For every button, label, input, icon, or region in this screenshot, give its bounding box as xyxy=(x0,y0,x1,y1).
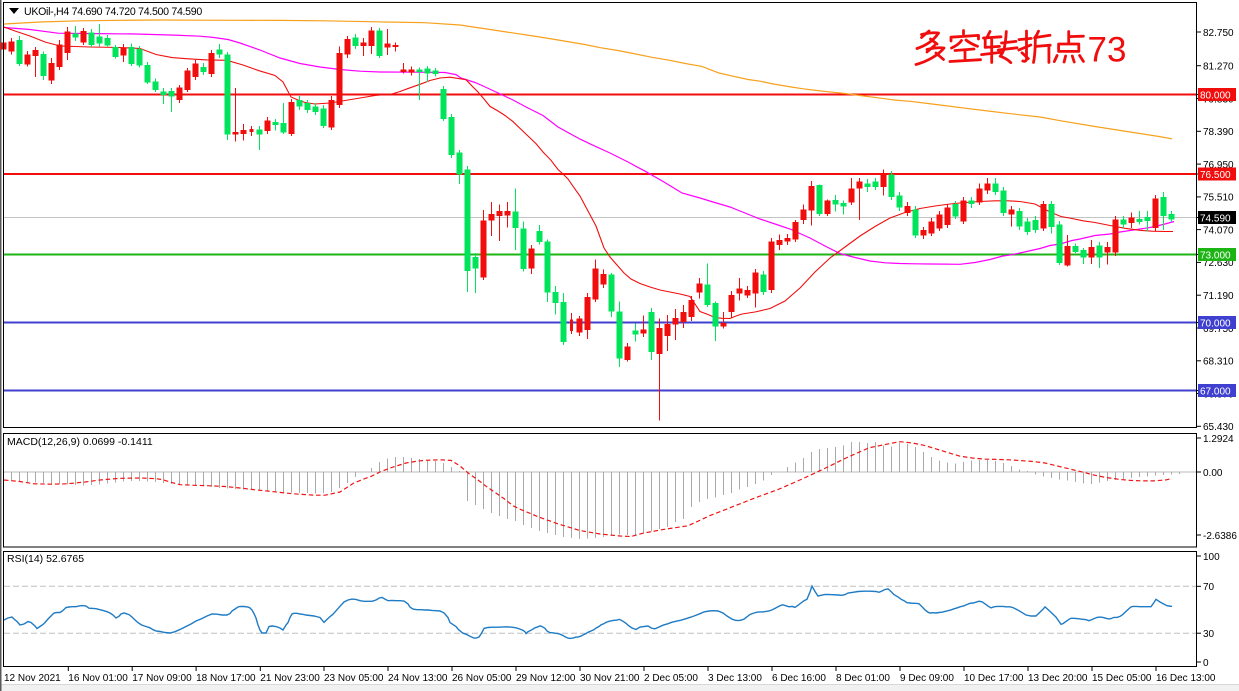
svg-text:9 Dec 09:00: 9 Dec 09:00 xyxy=(900,673,954,684)
svg-text:81.270: 81.270 xyxy=(1203,62,1234,73)
svg-text:29 Nov 12:00: 29 Nov 12:00 xyxy=(516,673,576,684)
svg-text:0.00: 0.00 xyxy=(1203,468,1223,479)
svg-text:70: 70 xyxy=(1203,582,1215,593)
svg-text:100: 100 xyxy=(1203,552,1220,563)
svg-text:3 Dec 13:00: 3 Dec 13:00 xyxy=(708,673,762,684)
svg-text:UKOil-,H4 74.690 74.720 74.50: UKOil-,H4 74.690 74.720 74.500 74.590 xyxy=(24,6,202,18)
svg-text:76.500: 76.500 xyxy=(1200,170,1231,181)
svg-text:73: 73 xyxy=(1088,31,1127,70)
svg-text:65.430: 65.430 xyxy=(1203,422,1234,433)
svg-text:-2.6386: -2.6386 xyxy=(1203,531,1237,542)
svg-text:70.000: 70.000 xyxy=(1200,318,1231,329)
svg-text:12 Nov 2021: 12 Nov 2021 xyxy=(4,673,61,684)
svg-text:16 Nov 01:00: 16 Nov 01:00 xyxy=(68,673,128,684)
svg-text:73.000: 73.000 xyxy=(1200,250,1231,261)
svg-text:10 Dec 17:00: 10 Dec 17:00 xyxy=(964,673,1024,684)
svg-text:24 Nov 13:00: 24 Nov 13:00 xyxy=(388,673,448,684)
svg-text:69.750: 69.750 xyxy=(1203,324,1234,335)
svg-text:MACD(12,26,9) 0.0699 -0.1411: MACD(12,26,9) 0.0699 -0.1411 xyxy=(7,436,153,448)
svg-text:23 Nov 05:00: 23 Nov 05:00 xyxy=(324,673,384,684)
svg-text:80.000: 80.000 xyxy=(1200,90,1231,101)
svg-text:68.310: 68.310 xyxy=(1203,357,1234,368)
svg-text:82.750: 82.750 xyxy=(1203,28,1234,39)
svg-text:72.630: 72.630 xyxy=(1203,258,1234,269)
svg-text:21 Nov 23:00: 21 Nov 23:00 xyxy=(260,673,320,684)
svg-text:74.590: 74.590 xyxy=(1200,213,1231,224)
svg-text:30 Nov 21:00: 30 Nov 21:00 xyxy=(580,673,640,684)
svg-text:2 Dec 05:00: 2 Dec 05:00 xyxy=(644,673,698,684)
svg-text:8 Dec 01:00: 8 Dec 01:00 xyxy=(836,673,890,684)
svg-text:15 Dec 05:00: 15 Dec 05:00 xyxy=(1092,673,1152,684)
svg-text:26 Nov 05:00: 26 Nov 05:00 xyxy=(452,673,512,684)
svg-text:67.000: 67.000 xyxy=(1200,386,1231,397)
svg-text:0: 0 xyxy=(1203,658,1209,669)
svg-text:30: 30 xyxy=(1203,629,1215,640)
svg-text:16 Dec 13:00: 16 Dec 13:00 xyxy=(1156,673,1216,684)
svg-text:13 Dec 20:00: 13 Dec 20:00 xyxy=(1028,673,1088,684)
svg-text:78.390: 78.390 xyxy=(1203,127,1234,138)
svg-text:18 Nov 17:00: 18 Nov 17:00 xyxy=(196,673,256,684)
svg-text:75.510: 75.510 xyxy=(1203,193,1234,204)
svg-text:71.190: 71.190 xyxy=(1203,291,1234,302)
svg-text:6 Dec 16:00: 6 Dec 16:00 xyxy=(772,673,826,684)
svg-text:1.2924: 1.2924 xyxy=(1203,434,1234,445)
svg-text:74.070: 74.070 xyxy=(1203,225,1234,236)
svg-text:17 Nov 09:00: 17 Nov 09:00 xyxy=(132,673,192,684)
svg-text:76.950: 76.950 xyxy=(1203,160,1234,171)
svg-text:RSI(14) 52.6765: RSI(14) 52.6765 xyxy=(7,553,84,565)
